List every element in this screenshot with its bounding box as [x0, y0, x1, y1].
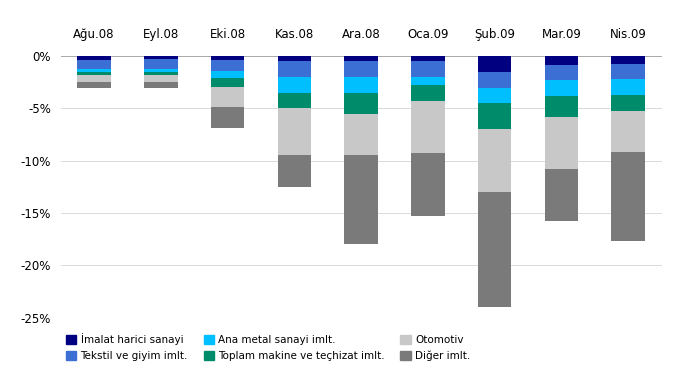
Bar	[78, 60, 111, 69]
Bar	[545, 96, 578, 117]
Bar	[545, 117, 578, 169]
Bar	[411, 77, 445, 85]
Bar	[144, 56, 178, 59]
Bar	[411, 62, 445, 77]
Bar	[545, 169, 578, 221]
Bar	[144, 59, 178, 69]
Bar	[545, 80, 578, 96]
Bar	[277, 77, 311, 93]
Bar	[612, 95, 645, 111]
Legend: İmalat harici sanayi, Tekstil ve giyim imlt., Ana metal sanayi imlt., Toplam mak: İmalat harici sanayi, Tekstil ve giyim i…	[66, 333, 470, 361]
Bar	[78, 69, 111, 72]
Bar	[78, 72, 111, 75]
Bar	[78, 75, 111, 82]
Bar	[612, 56, 645, 64]
Bar	[211, 78, 244, 87]
Bar	[478, 103, 512, 129]
Bar	[144, 75, 178, 82]
Bar	[144, 82, 178, 87]
Bar	[545, 65, 578, 80]
Bar	[411, 101, 445, 153]
Bar	[344, 114, 378, 156]
Bar	[211, 71, 244, 78]
Bar	[612, 111, 645, 152]
Bar	[211, 56, 244, 60]
Bar	[277, 62, 311, 77]
Bar	[344, 56, 378, 62]
Bar	[545, 56, 578, 65]
Bar	[478, 192, 512, 307]
Bar	[612, 64, 645, 79]
Bar	[144, 72, 178, 75]
Bar	[78, 82, 111, 87]
Bar	[478, 129, 512, 192]
Bar	[277, 56, 311, 62]
Bar	[478, 72, 512, 87]
Bar	[277, 93, 311, 109]
Bar	[344, 77, 378, 93]
Bar	[78, 56, 111, 60]
Bar	[211, 107, 244, 128]
Bar	[411, 56, 445, 62]
Bar	[144, 69, 178, 72]
Bar	[344, 156, 378, 244]
Bar	[211, 60, 244, 71]
Bar	[344, 93, 378, 114]
Bar	[478, 87, 512, 103]
Bar	[411, 153, 445, 216]
Bar	[277, 109, 311, 156]
Bar	[211, 87, 244, 107]
Bar	[277, 156, 311, 187]
Bar	[344, 62, 378, 77]
Bar	[478, 56, 512, 72]
Bar	[612, 152, 645, 241]
Bar	[612, 79, 645, 95]
Bar	[411, 85, 445, 101]
